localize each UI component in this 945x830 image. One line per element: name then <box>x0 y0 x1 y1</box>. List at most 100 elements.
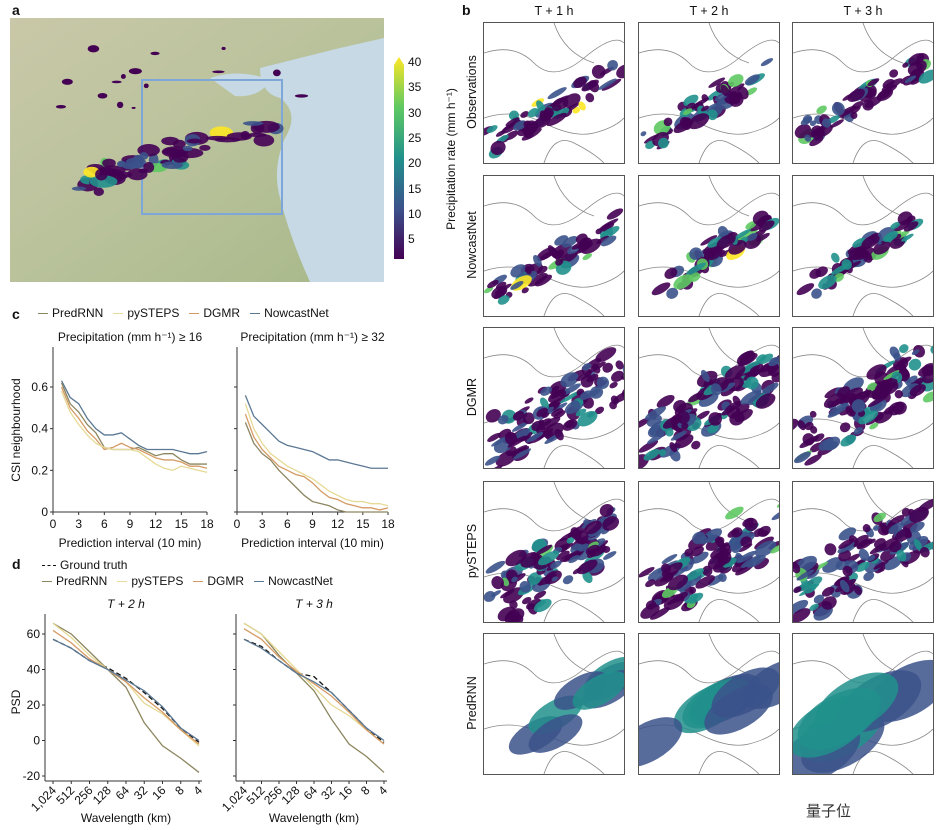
rain-cell <box>826 441 839 451</box>
rain-cell <box>528 572 542 585</box>
map-canvas <box>779 327 945 469</box>
rain-cell <box>724 365 746 381</box>
rain-cell <box>543 107 554 118</box>
rain-cell <box>667 574 689 591</box>
map-canvas <box>638 481 795 623</box>
rain-cell <box>116 101 124 109</box>
rain-cell <box>186 138 203 144</box>
border-lines <box>483 633 625 775</box>
rain-cell <box>733 228 752 240</box>
rain-cell <box>547 87 567 100</box>
rain-cell <box>896 549 907 562</box>
forecast-map-predrnn-t2 <box>613 633 812 775</box>
rain-cell <box>908 358 922 371</box>
rain-cell <box>663 594 685 610</box>
rain-cell <box>729 411 745 426</box>
rain-cell <box>497 295 510 305</box>
rain-cell <box>695 575 715 589</box>
rain-cell <box>867 382 878 392</box>
rain-cell <box>562 419 578 431</box>
legend-label: PredRNN <box>52 306 104 320</box>
rain-cell <box>873 240 891 255</box>
rain-cell <box>71 186 87 191</box>
rain-cell <box>640 604 660 619</box>
rain-cell <box>717 226 729 238</box>
rain-cell <box>566 537 575 544</box>
forecast-map-pysteps-t3 <box>787 481 945 623</box>
rain-cell <box>771 507 792 521</box>
series-line-dgmr <box>52 629 200 745</box>
x-tick-label: 4 <box>190 783 205 798</box>
legend-label: DGMR <box>203 306 241 320</box>
rain-cell <box>512 448 532 460</box>
rain-cell <box>873 525 880 531</box>
rain-cell <box>548 389 567 403</box>
x-tick-label: 6 <box>284 517 291 531</box>
rain-cell <box>555 258 564 266</box>
rain-cell <box>524 397 534 404</box>
rain-cell <box>519 581 531 593</box>
rain-cell <box>182 145 193 152</box>
subplot-title: T + 2 h <box>107 597 145 611</box>
y-tick-label: 20 <box>27 698 41 712</box>
legend-label: NowcastNet <box>268 574 333 588</box>
rain-cell <box>707 553 729 570</box>
rain-cell <box>681 422 689 430</box>
rain-cell <box>657 137 669 149</box>
y-axis-label: PSD <box>9 689 23 714</box>
rain-cell <box>900 366 910 379</box>
rain-cell <box>707 237 723 248</box>
rain-cell <box>511 576 518 583</box>
rain-cell <box>790 608 811 623</box>
legend-swatch <box>254 581 265 583</box>
rain-cell <box>253 134 275 147</box>
forecast-map-pysteps-t1 <box>483 481 625 626</box>
x-tick-label: 15 <box>356 517 370 531</box>
series-line-nowcastnet <box>244 395 388 469</box>
rain-cell <box>643 448 660 461</box>
series-line-dgmr <box>60 386 208 469</box>
rain-cell <box>688 392 703 403</box>
rain-cell <box>708 77 726 88</box>
rain-cell <box>804 454 822 466</box>
rain-cell <box>600 235 617 247</box>
rain-cell <box>503 119 521 131</box>
series-line-nowcastnet <box>52 638 200 742</box>
rain-cell <box>888 522 905 534</box>
x-tick-label: 18 <box>381 517 395 531</box>
rain-cell <box>852 237 867 248</box>
rain-cell <box>495 130 506 137</box>
rain-cell <box>691 551 709 564</box>
rain-cell <box>491 436 509 447</box>
x-tick-label: 32 <box>131 783 151 803</box>
rain-cell <box>904 530 912 539</box>
rain-cell <box>505 549 527 567</box>
rain-cell <box>143 162 155 173</box>
rain-cell <box>821 118 832 128</box>
rain-cell <box>486 125 498 134</box>
rain-cell <box>577 243 585 249</box>
row-label-dgmr: DGMR <box>465 377 479 417</box>
rain-cell <box>601 78 622 91</box>
rain-cell <box>161 136 179 146</box>
rain-cell <box>796 283 815 296</box>
colorbar-tick-label: 5 <box>408 232 415 247</box>
rain-cell <box>740 536 753 548</box>
rain-cell <box>615 360 624 370</box>
y-tick-label: 40 <box>27 663 41 677</box>
rain-cell <box>728 74 744 88</box>
rain-cell <box>221 46 226 51</box>
rain-cell <box>663 117 673 127</box>
rain-cell <box>810 125 825 139</box>
rain-cell <box>651 282 671 296</box>
rain-cell <box>700 235 718 246</box>
legend-item-predrnn: PredRNN <box>42 574 107 588</box>
x-tick-label: 4 <box>375 783 390 798</box>
row-label-predrnn: PredRNN <box>465 676 479 730</box>
x-tick-label: 12 <box>331 517 345 531</box>
rain-cell <box>591 64 606 79</box>
border-lines <box>792 175 934 317</box>
rain-cell <box>725 400 742 412</box>
legend-swatch <box>42 581 52 583</box>
rain-cell <box>666 287 679 299</box>
